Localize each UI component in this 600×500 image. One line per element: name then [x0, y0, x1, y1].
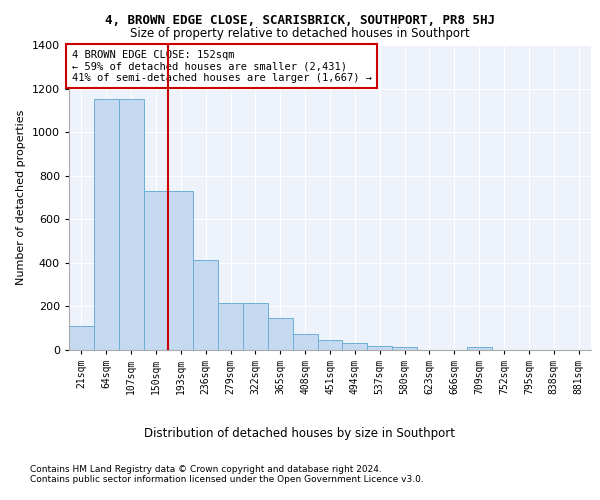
Bar — [193, 260, 218, 350]
Bar — [143, 191, 169, 350]
Bar — [243, 302, 268, 350]
Bar — [169, 191, 193, 350]
Bar — [268, 318, 293, 350]
Text: Distribution of detached houses by size in Southport: Distribution of detached houses by size … — [145, 428, 455, 440]
Text: 4 BROWN EDGE CLOSE: 152sqm
← 59% of detached houses are smaller (2,431)
41% of s: 4 BROWN EDGE CLOSE: 152sqm ← 59% of deta… — [71, 50, 371, 83]
Text: Contains public sector information licensed under the Open Government Licence v3: Contains public sector information licen… — [30, 475, 424, 484]
Bar — [392, 346, 417, 350]
Bar — [317, 340, 343, 350]
Bar — [69, 326, 94, 350]
Bar — [119, 100, 143, 350]
Bar — [343, 343, 367, 350]
Bar — [367, 346, 392, 350]
Text: Contains HM Land Registry data © Crown copyright and database right 2024.: Contains HM Land Registry data © Crown c… — [30, 465, 382, 474]
Bar — [293, 334, 317, 350]
Y-axis label: Number of detached properties: Number of detached properties — [16, 110, 26, 285]
Bar — [467, 346, 491, 350]
Text: 4, BROWN EDGE CLOSE, SCARISBRICK, SOUTHPORT, PR8 5HJ: 4, BROWN EDGE CLOSE, SCARISBRICK, SOUTHP… — [105, 14, 495, 27]
Text: Size of property relative to detached houses in Southport: Size of property relative to detached ho… — [130, 28, 470, 40]
Bar — [218, 302, 243, 350]
Bar — [94, 100, 119, 350]
